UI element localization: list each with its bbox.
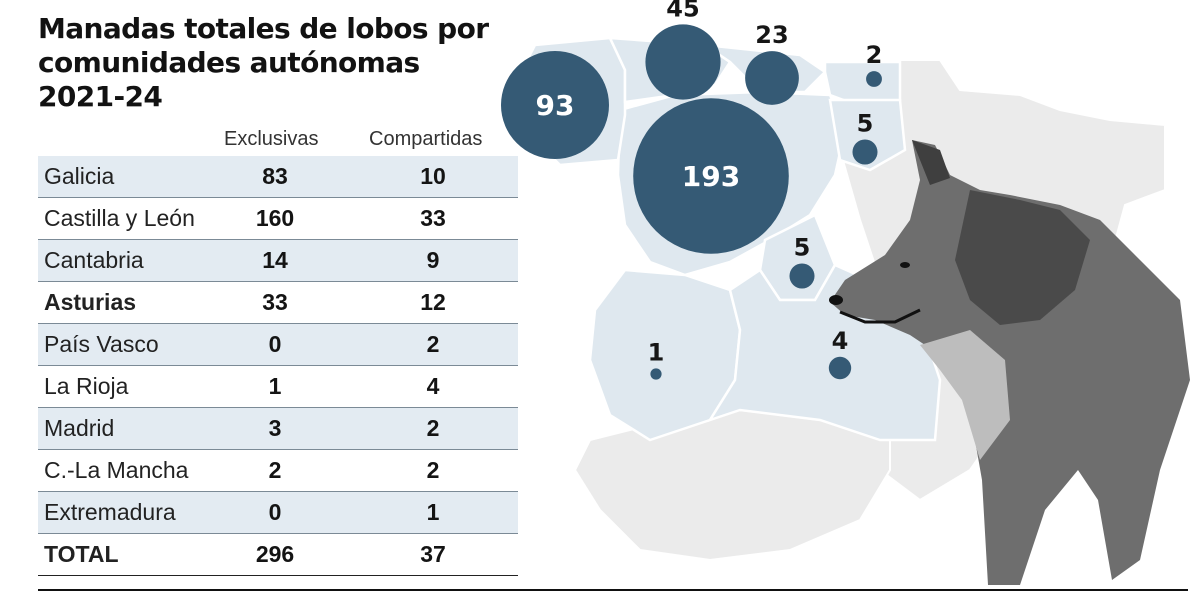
table-row: Madrid 3 2 — [38, 408, 518, 450]
row-exclusivas: 160 — [255, 205, 295, 231]
row-compartidas: 2 — [426, 331, 440, 357]
bubble-la-rioja — [852, 139, 878, 165]
bubble-label-castilla-y-leon: 193 — [682, 160, 740, 193]
bubble-label-la-rioja: 5 — [857, 109, 874, 137]
bubble-cantabria — [745, 51, 799, 105]
row-name: La Rioja — [44, 373, 129, 399]
map-region-la-rioja — [828, 98, 907, 172]
bubble-madrid — [789, 263, 815, 289]
wolf-illustration — [829, 140, 1190, 585]
total-exclusivas: 296 — [255, 541, 295, 567]
wolf-nose — [829, 295, 843, 305]
table-row: Extremadura 0 1 — [38, 492, 518, 534]
bubble-asturias — [645, 24, 721, 100]
row-exclusivas: 2 — [268, 457, 282, 483]
row-compartidas: 33 — [420, 205, 446, 231]
bubble-castilla-y-leon — [633, 98, 789, 254]
table-header: Exclusivas Compartidas — [38, 124, 518, 156]
row-exclusivas: 33 — [262, 289, 288, 315]
row-name: Castilla y León — [44, 205, 195, 231]
map-region-south — [573, 408, 891, 562]
bubble-label-pais-vasco: 2 — [866, 41, 883, 69]
row-name: Madrid — [44, 415, 115, 441]
row-compartidas: 9 — [426, 247, 440, 273]
table-row: Cantabria 14 9 — [38, 240, 518, 282]
bubble-label-galicia: 93 — [536, 89, 575, 122]
wolf-eye — [900, 262, 910, 268]
row-exclusivas: 14 — [262, 247, 288, 273]
row-name: País Vasco — [44, 331, 159, 357]
chart-title: Manadas totales de lobos por comunidades… — [38, 12, 489, 113]
bubble-label-madrid: 5 — [794, 233, 811, 261]
table-row: Asturias 33 12 — [38, 282, 518, 324]
total-name: TOTAL — [44, 541, 119, 567]
row-exclusivas: 3 — [268, 415, 282, 441]
bubble-c-la-mancha — [828, 356, 852, 380]
wolf-body — [830, 140, 1190, 585]
table-row-total: TOTAL 296 37 — [38, 534, 518, 576]
row-exclusivas: 83 — [262, 163, 288, 189]
data-table: Exclusivas Compartidas Galicia 83 10 Cas… — [38, 124, 518, 576]
bubble-layer: 93 45 23 2 5 193 5 1 4 — [500, 0, 883, 380]
table-row: La Rioja 1 4 — [38, 366, 518, 408]
total-compartidas: 37 — [420, 541, 446, 567]
table-row: Castilla y León 160 33 — [38, 198, 518, 240]
row-exclusivas: 0 — [268, 499, 282, 525]
row-compartidas: 1 — [426, 499, 440, 525]
bottom-rule — [38, 589, 1188, 591]
wolf-mouth — [839, 308, 921, 324]
header-compartidas: Compartidas — [369, 128, 483, 150]
wolf-shading — [955, 190, 1090, 325]
table-row: País Vasco 0 2 — [38, 324, 518, 366]
row-name: Cantabria — [44, 247, 144, 273]
row-compartidas: 10 — [420, 163, 446, 189]
row-compartidas: 2 — [426, 415, 440, 441]
row-exclusivas: 1 — [268, 373, 282, 399]
bubble-pais-vasco — [866, 71, 882, 87]
row-exclusivas: 0 — [268, 331, 282, 357]
bubble-extremadura — [650, 368, 662, 380]
wolf-chest — [920, 330, 1010, 460]
wolf-ear — [912, 140, 950, 185]
header-exclusivas: Exclusivas — [224, 128, 319, 150]
row-name: C.-La Mancha — [44, 457, 189, 483]
row-name: Asturias — [44, 289, 137, 315]
bubble-label-extremadura: 1 — [648, 338, 665, 366]
bubble-label-cantabria: 23 — [755, 21, 788, 49]
bubble-galicia — [500, 50, 610, 160]
row-name: Extremadura — [44, 499, 176, 525]
row-compartidas: 4 — [426, 373, 440, 399]
table-row: Galicia 83 10 — [38, 156, 518, 198]
table-row: C.-La Mancha 2 2 — [38, 450, 518, 492]
row-name: Galicia — [44, 163, 115, 189]
bubble-label-c-la-mancha: 4 — [832, 327, 849, 355]
bubble-label-asturias: 45 — [666, 0, 699, 22]
row-compartidas: 12 — [420, 289, 446, 315]
row-compartidas: 2 — [426, 457, 440, 483]
bubble-map: 93 45 23 2 5 193 5 1 4 — [500, 0, 1190, 585]
